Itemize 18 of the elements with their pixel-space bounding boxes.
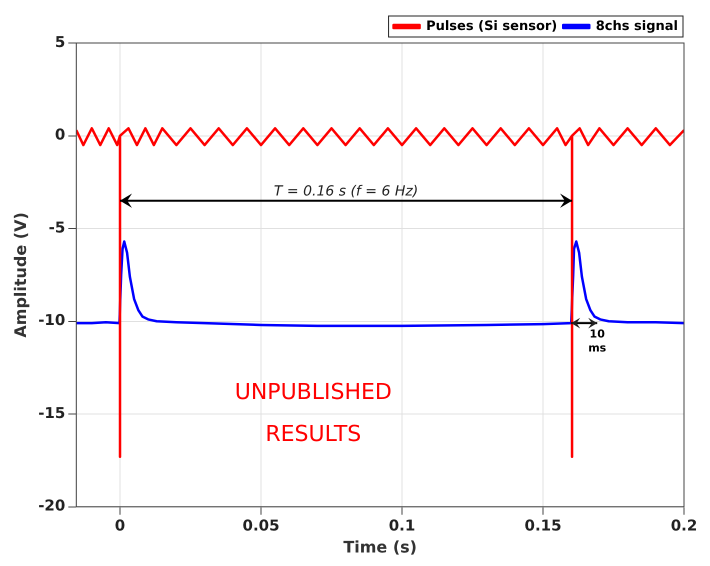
y-tick-label: 5 [54,32,66,51]
y-tick-label: -10 [38,311,66,330]
y-tick-label: -5 [48,218,66,236]
annotation: 10 ms [588,327,607,354]
x-tick-label: 0.15 [524,516,562,535]
annotation: UNPUBLISHED RESULTS [234,380,392,447]
annotation: T = 0.16 s (f = 6 Hz) [274,183,418,200]
x-tick-label: 0.1 [388,516,416,535]
legend-label: Pulses (Si sensor) [426,18,558,34]
x-tick-label: 0.2 [670,516,698,535]
y-tick-label: 0 [54,126,66,144]
x-tick-label: 0 [114,516,126,535]
x-axis-title: Time (s) [343,538,417,557]
legend-label: 8chs signal [596,18,678,34]
y-tick-label: -15 [38,404,66,422]
y-axis-title: Amplitude (V) [10,212,30,338]
x-tick-label: 0.05 [242,516,280,535]
y-tick-label: -20 [38,496,66,515]
